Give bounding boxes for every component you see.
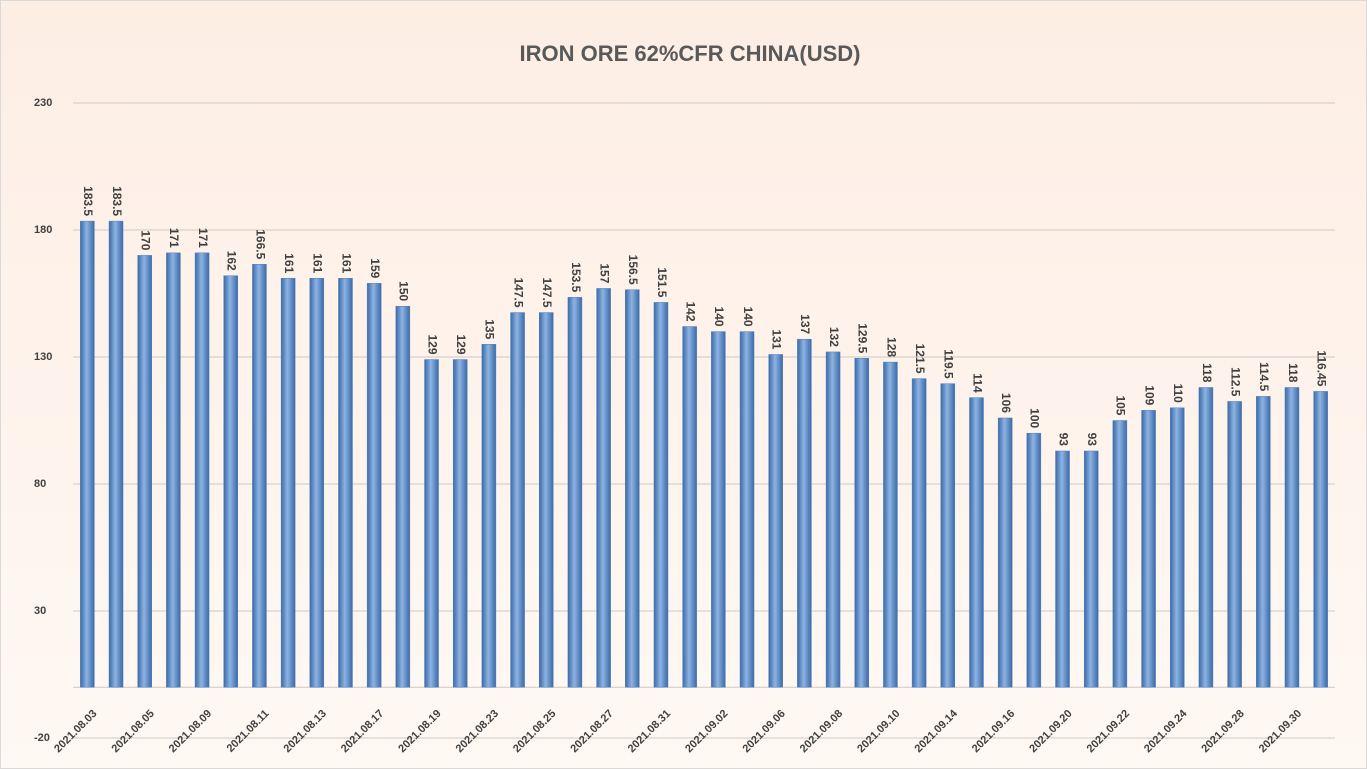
data-label: 118	[1286, 363, 1300, 383]
bar	[539, 312, 554, 688]
y-tick-label: -20	[34, 732, 50, 744]
bar	[997, 417, 1013, 688]
bar	[825, 351, 841, 688]
data-label: 132	[827, 327, 841, 347]
bar	[309, 278, 325, 688]
bar	[510, 312, 525, 688]
data-label: 105	[1114, 395, 1128, 415]
bar	[137, 255, 152, 688]
data-label: 161	[339, 253, 353, 273]
bar	[252, 264, 267, 688]
bar	[596, 288, 611, 688]
bar	[481, 344, 497, 688]
bar	[739, 331, 755, 688]
bar	[80, 220, 95, 688]
data-label: 183.5	[110, 186, 124, 216]
bar	[166, 252, 181, 688]
y-tick-label: 130	[34, 351, 52, 363]
bar	[1170, 407, 1185, 688]
data-label: 170	[139, 230, 153, 250]
data-label: 147.5	[540, 278, 554, 308]
y-tick-label: 230	[34, 97, 52, 109]
data-label: 162	[225, 251, 239, 271]
bar	[452, 359, 468, 688]
bar	[797, 338, 812, 688]
bar	[424, 359, 439, 688]
bar	[567, 297, 583, 688]
bar	[338, 278, 353, 688]
data-label: 106	[999, 393, 1013, 413]
bar	[940, 383, 956, 688]
y-tick-label: 30	[34, 605, 46, 617]
data-label: 121.5	[913, 344, 927, 374]
bar	[1055, 450, 1070, 688]
bar	[682, 326, 697, 688]
data-label: 135	[483, 319, 497, 339]
bar	[768, 354, 783, 688]
data-label: 131	[770, 329, 784, 349]
bar	[1284, 387, 1300, 688]
data-label: 93	[1056, 433, 1070, 447]
bar	[969, 397, 984, 688]
data-label: 114.5	[1257, 362, 1271, 392]
bar	[366, 283, 382, 688]
data-label: 157	[597, 263, 611, 283]
bar	[395, 305, 411, 688]
data-label: 118	[1200, 363, 1214, 383]
data-label: 159	[368, 258, 382, 278]
data-label: 114	[970, 373, 984, 393]
data-label: 116.45	[1314, 350, 1328, 386]
data-label: 112.5	[1228, 367, 1242, 397]
bar	[883, 361, 898, 688]
bar	[1313, 391, 1328, 688]
data-label: 129	[425, 335, 439, 355]
data-label: 119.5	[942, 349, 956, 379]
data-label: 140	[712, 307, 726, 327]
data-label: 151.5	[655, 267, 669, 297]
chart-title: IRON ORE 62%CFR CHINA(USD)	[519, 41, 860, 66]
data-label: 150	[397, 281, 411, 301]
bar	[223, 275, 238, 688]
data-label: 140	[741, 307, 755, 327]
data-label: 129	[454, 335, 468, 355]
bar	[711, 331, 726, 688]
data-label: 137	[798, 314, 812, 334]
bar	[1112, 420, 1128, 688]
bar	[854, 358, 869, 688]
data-label: 161	[311, 253, 325, 273]
data-label: 93	[1085, 433, 1099, 447]
data-label: 110	[1171, 383, 1185, 403]
data-label: 166.5	[253, 229, 267, 259]
data-label: 147.5	[511, 278, 525, 308]
bar	[1227, 401, 1242, 688]
data-label: 129.5	[856, 323, 870, 353]
data-label: 142	[683, 301, 697, 321]
y-tick-label: 80	[34, 478, 46, 490]
bar	[1083, 450, 1099, 688]
bar	[108, 220, 124, 688]
data-label: 153.5	[569, 262, 583, 292]
bar	[194, 252, 210, 688]
bar	[1026, 432, 1042, 688]
bar	[1198, 387, 1214, 688]
bar	[911, 378, 927, 688]
data-label: 128	[884, 337, 898, 357]
bar	[625, 289, 640, 688]
data-label: 109	[1142, 385, 1156, 405]
data-label: 156.5	[626, 255, 640, 285]
bar	[1256, 396, 1271, 688]
data-label: 100	[1028, 408, 1042, 428]
data-label: 161	[282, 253, 296, 273]
y-tick-label: 180	[34, 224, 52, 236]
data-label: 171	[167, 228, 181, 248]
bar	[1141, 410, 1156, 688]
data-label: 171	[196, 228, 210, 248]
data-label: 183.5	[81, 186, 95, 216]
bar	[280, 278, 296, 688]
bar	[653, 302, 669, 688]
